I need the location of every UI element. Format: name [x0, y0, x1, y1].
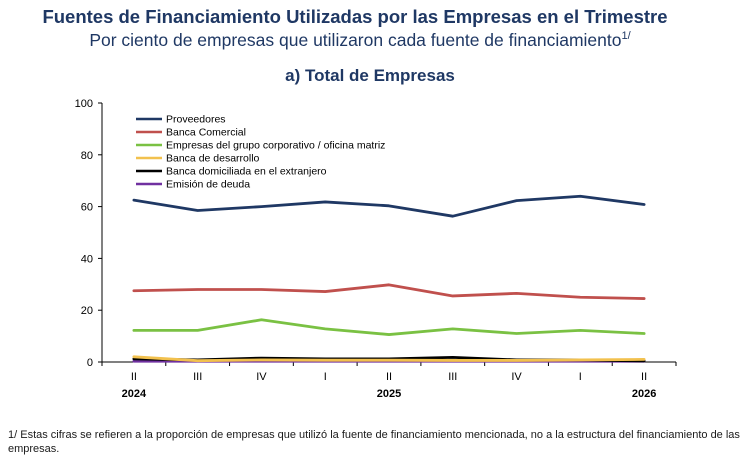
- legend-label: Emisión de deuda: [166, 179, 250, 191]
- chart-title: Fuentes de Financiamiento Utilizadas por…: [42, 6, 668, 27]
- series-line: [132, 283, 646, 300]
- y-tick-label: 80: [81, 150, 93, 162]
- y-tick-label: 0: [87, 357, 93, 369]
- x-tick-label: I: [324, 371, 327, 383]
- x-tick-label: IV: [256, 371, 267, 383]
- y-tick-label: 20: [81, 305, 93, 317]
- x-tick-label: I: [579, 371, 582, 383]
- x-tick-label: III: [193, 371, 202, 383]
- y-tick-label: 40: [81, 253, 93, 265]
- y-tick-label: 60: [81, 202, 93, 214]
- legend-label: Banca Comercial: [166, 127, 246, 139]
- x-year-label: 2024: [122, 388, 147, 400]
- series-line: [132, 355, 646, 363]
- legend-label: Banca domiciliada en el extranjero: [166, 166, 327, 178]
- y-tick-label: 100: [75, 98, 93, 110]
- x-tick-label: II: [131, 371, 137, 383]
- legend-label: Proveedores: [166, 114, 226, 126]
- legend-label: Banca de desarrollo: [166, 153, 260, 165]
- chart-series: [132, 194, 646, 363]
- x-year-label: 2025: [377, 388, 401, 400]
- x-tick-label: II: [641, 371, 647, 383]
- panel-title: a) Total de Empresas: [285, 66, 455, 85]
- chart-subtitle-text: Por ciento de empresas que utilizaron ca…: [89, 30, 622, 50]
- footnote: 1/ Estas cifras se refieren a la proporc…: [8, 429, 740, 455]
- legend-label: Empresas del grupo corporativo / oficina…: [166, 140, 385, 152]
- x-tick-label: II: [386, 371, 392, 383]
- x-year-label: 2026: [632, 388, 656, 400]
- x-tick-label: IV: [511, 371, 522, 383]
- series-line: [132, 318, 646, 336]
- series-line: [132, 194, 646, 218]
- x-tick-label: III: [448, 371, 457, 383]
- subtitle-footnote-marker: 1/: [621, 30, 631, 43]
- chart-subtitle: Por ciento de empresas que utilizaron ca…: [0, 30, 720, 51]
